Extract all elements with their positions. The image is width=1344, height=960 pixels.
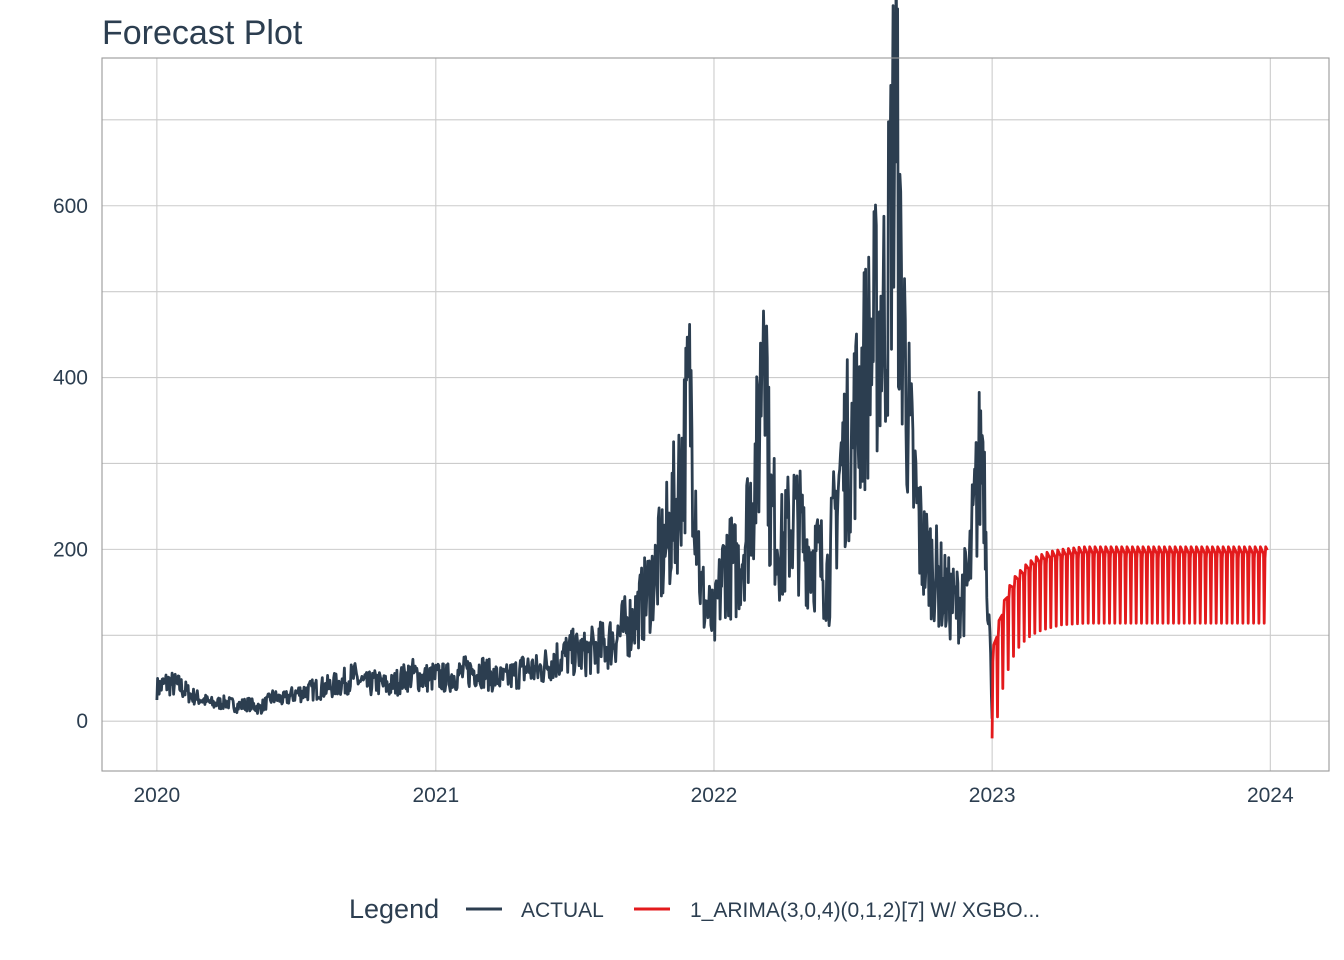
- plot-panel-border: [101, 57, 1330, 772]
- x-tick-label: 2021: [412, 784, 459, 807]
- x-tick-label: 2024: [1247, 784, 1294, 807]
- y-axis-ticks: 0 200 400 600: [53, 195, 88, 733]
- legend-title: Legend: [349, 894, 439, 924]
- y-tick-label: 0: [76, 710, 88, 733]
- chart-title: Forecast Plot: [102, 14, 303, 52]
- grid-lines: [102, 58, 1329, 771]
- legend: Legend ACTUAL 1_ARIMA(3,0,4)(0,1,2)[7] W…: [349, 894, 1040, 924]
- series-line-forecast: [990, 545, 1269, 739]
- x-tick-label: 2020: [134, 784, 181, 807]
- series-line-actual: [155, 0, 994, 719]
- series-layer: [155, 0, 1269, 739]
- y-tick-label: 200: [53, 538, 88, 561]
- x-axis-ticks: 2020 2021 2022 2023 2024: [134, 784, 1294, 807]
- y-tick-label: 400: [53, 367, 88, 390]
- y-tick-label: 600: [53, 195, 88, 218]
- x-tick-label: 2022: [691, 784, 738, 807]
- legend-label-forecast: 1_ARIMA(3,0,4)(0,1,2)[7] W/ XGBO...: [690, 899, 1040, 922]
- legend-label-actual: ACTUAL: [521, 899, 604, 922]
- x-tick-label: 2023: [969, 784, 1016, 807]
